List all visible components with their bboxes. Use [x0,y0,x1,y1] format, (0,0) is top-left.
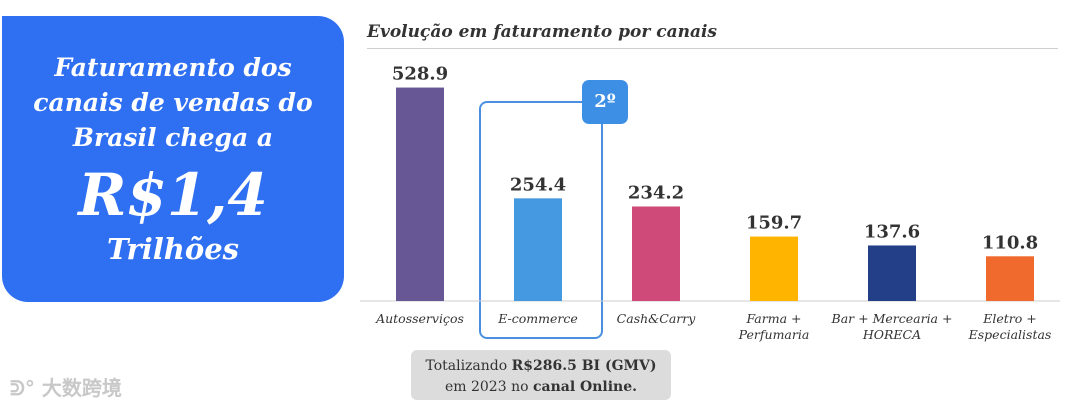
headline-panel: Faturamento dos canais de vendas do Bras… [2,16,344,302]
watermark-logo-icon: ᕲ° [10,376,35,400]
total-line-2: em 2023 no canal Online. [444,379,637,395]
category-label-4-0: Bar + Mercearia + [831,311,953,326]
bar-4 [868,245,916,301]
bar-chart: 528.9 Autosserviços 254.4 E-commerce 234.2 Ca… [360,64,1060,342]
data-label-5: 110.8 [982,232,1038,253]
category-label-2-0: Cash&Carry [617,311,697,326]
title-divider [367,48,1058,49]
data-label-2: 234.2 [628,182,684,203]
headline-unit: Trilhões [107,232,239,266]
bar-2 [632,206,680,301]
headline-line-2: canais de vendas do [33,88,313,117]
bar-5 [986,256,1034,301]
bar-0 [396,87,444,301]
total-callout: Totalizando R$286.5 BI (GMV) em 2023 no … [411,350,671,400]
bar-1 [514,198,562,301]
headline-line-1: Faturamento dos [54,53,292,82]
chart-title: Evolução em faturamento por canais [367,22,717,42]
highlight-box [479,101,603,339]
bar-3 [750,236,798,301]
data-label-1: 254.4 [510,174,566,195]
category-label-3-1: Perfumaria [738,327,810,342]
category-label-1-0: E-commerce [497,311,578,326]
data-label-3: 159.7 [746,213,802,234]
category-label-4-1: HORECA [862,327,921,342]
category-label-5-0: Eletro + [982,311,1037,326]
watermark: ᕲ° 大数跨境 [10,376,122,400]
category-label-3-0: Farma + [745,311,801,326]
rank-badge: 2º [582,80,628,124]
total-line-1: Totalizando R$286.5 BI (GMV) [425,358,657,374]
data-label-4: 137.6 [864,221,920,242]
headline-line-3: Brasil chega a [72,123,274,152]
data-label-0: 528.9 [392,64,448,85]
category-label-5-1: Especialistas [968,327,1052,342]
headline-amount: R$1,4 [78,161,268,229]
category-label-0-0: Autosserviços [375,311,464,326]
